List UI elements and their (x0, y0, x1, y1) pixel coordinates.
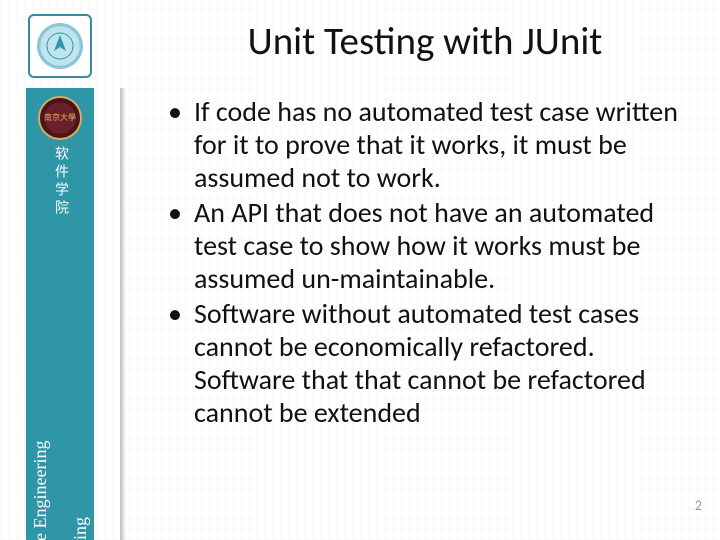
institute-seal-icon: 南京大學 (38, 96, 82, 140)
bullet-item: If code has no automated test case writt… (168, 95, 690, 194)
bullet-item: An API that does not have an automated t… (168, 196, 690, 295)
institute-cn-label: 软件学院 (50, 146, 70, 218)
bullet-item: Software without automated test cases ca… (168, 297, 690, 429)
sidebar-teal-strip: 南京大學 软件学院 Software Engineering And Compu… (26, 88, 94, 540)
content-area: Unit Testing with JUnit If code has no a… (120, 0, 720, 540)
sidebar-vert-1: Software Engineering (30, 298, 51, 540)
sidebar-vertical-text: Software Engineering And Computing (24, 298, 96, 540)
university-logo (28, 14, 92, 78)
bullet-list: If code has no automated test case writt… (160, 95, 690, 429)
logo-inner-circle (37, 23, 83, 69)
sidebar-vert-mid: And (53, 298, 68, 540)
page-number: 2 (695, 497, 702, 514)
sidebar-vert-2: Computing (70, 298, 91, 540)
slide: 南京大學 软件学院 Software Engineering And Compu… (0, 0, 720, 540)
sidebar: 南京大學 软件学院 Software Engineering And Compu… (0, 0, 120, 540)
logo-glyph-icon (45, 31, 75, 61)
slide-title: Unit Testing with JUnit (160, 18, 690, 65)
